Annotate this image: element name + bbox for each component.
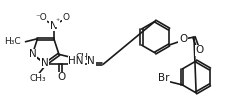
Text: N: N [29,49,36,59]
Text: O: O [57,72,65,82]
Text: H₃C: H₃C [4,37,21,46]
Text: O: O [62,13,69,22]
Text: N: N [50,21,58,31]
Text: Br: Br [158,73,169,83]
Text: ⁺: ⁺ [56,17,60,26]
Text: ⁻O: ⁻O [35,13,47,22]
Text: N: N [87,56,95,66]
Text: N: N [41,58,49,68]
Text: CH₃: CH₃ [76,53,93,62]
Text: HN: HN [68,56,84,66]
Text: O: O [196,45,204,55]
Text: CH₃: CH₃ [29,74,46,83]
Text: O: O [179,34,187,44]
